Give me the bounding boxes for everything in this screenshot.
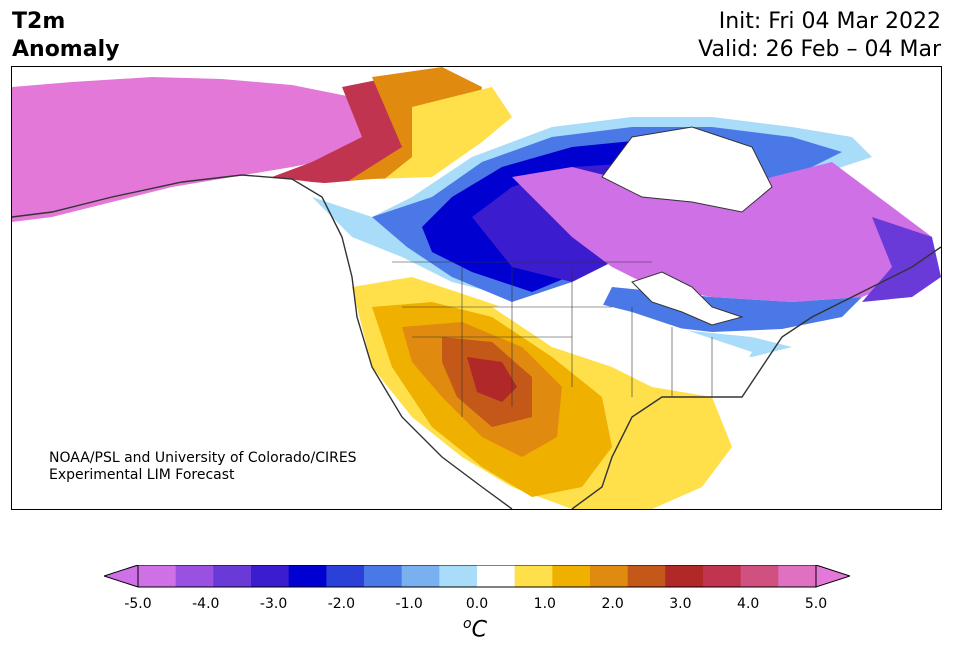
east-canada-edge — [862, 217, 941, 302]
colorbar-cell — [590, 565, 629, 587]
valid-date: Valid: 26 Feb – 04 Mar — [698, 37, 941, 62]
colorbar-tick-label: 1.0 — [533, 596, 556, 612]
colorbar-cell — [213, 565, 252, 587]
colorbar-cell — [665, 565, 704, 587]
central-us-neutral — [492, 297, 752, 387]
alaska-warm-region — [12, 77, 382, 222]
colorbar-tick-label: 0.0 — [465, 596, 489, 612]
credit-line-2: Experimental LIM Forecast — [49, 467, 235, 483]
northern-white-band — [302, 117, 552, 237]
credit-line-1: NOAA/PSL and University of Colorado/CIRE… — [49, 450, 357, 466]
colorbar-cell — [778, 565, 817, 587]
colorbar-tick-label: 5.0 — [804, 596, 828, 612]
colorbar-tick-label: -4.0 — [192, 596, 220, 612]
colorbar-cell — [288, 565, 327, 587]
colorbar-cell — [175, 565, 214, 587]
anomaly-label: Anomaly — [12, 37, 120, 62]
colorbar-cell — [477, 565, 516, 587]
colorbar-under-arrow — [104, 565, 139, 588]
colorbar-outline — [137, 565, 817, 588]
colorbar-over-arrow — [815, 565, 850, 588]
anomaly-map — [12, 67, 941, 509]
east-canada-violet — [512, 162, 932, 302]
colorbar-tick-label: -5.0 — [124, 596, 152, 612]
colorbar-cell — [740, 565, 779, 587]
colorbar-tick-label: 4.0 — [737, 596, 760, 612]
colorbar — [104, 565, 850, 588]
hudson-bay — [601, 126, 773, 213]
us-southwest-red — [467, 357, 517, 402]
credit-text: NOAA/PSL and University of Colorado/CIRE… — [49, 450, 357, 484]
variable-label: T2m — [12, 9, 66, 34]
colorbar-cell — [627, 565, 666, 587]
forecast-dates: Init: Fri 04 Mar 2022 Valid: 26 Feb – 04… — [698, 8, 941, 64]
great-lakes — [631, 271, 744, 326]
colorbar-cell — [138, 565, 177, 587]
units-label: oC — [463, 616, 487, 642]
init-date: Init: Fri 04 Mar 2022 — [718, 9, 941, 34]
colorbar-cell — [439, 565, 478, 587]
colorbar-cell — [364, 565, 403, 587]
colorbar-tick-label: -1.0 — [395, 596, 423, 612]
colorbar-cell — [514, 565, 553, 587]
map-panel — [11, 66, 942, 510]
colorbar-tick-label: -3.0 — [259, 596, 288, 612]
colorbar-cell — [401, 565, 440, 587]
colorbar-tick-label: 2.0 — [601, 596, 624, 612]
colorbar-cell — [552, 565, 591, 587]
colorbar-tick-label: -2.0 — [327, 596, 356, 612]
state-borders — [392, 261, 713, 417]
colorbar-tick-label: 3.0 — [669, 596, 692, 612]
coastline — [12, 174, 941, 509]
colorbar-cell — [703, 565, 742, 587]
colorbar-cell — [251, 565, 290, 587]
colorbar-ticks: -5.0 -4.0 -3.0 -2.0 -1.0 0.0 1.0 2.0 3.0 4.0 5.0 — [0, 596, 953, 616]
units-celsius: C — [471, 617, 487, 643]
map-title: T2m Anomaly — [12, 8, 119, 64]
colorbar-cells — [138, 565, 817, 587]
colorbar-cell — [326, 565, 365, 587]
units-degree: o — [463, 616, 472, 632]
yukon-yellow — [362, 87, 512, 197]
